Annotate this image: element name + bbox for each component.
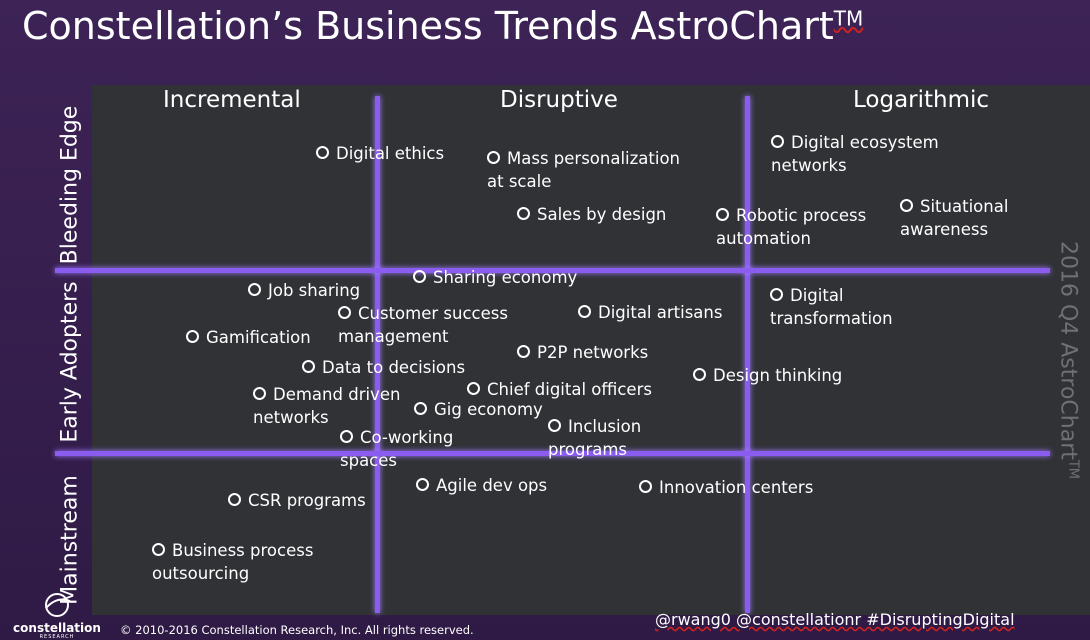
trend: Agile dev ops xyxy=(416,474,547,497)
trend: Design thinking xyxy=(693,364,842,387)
logo-sub: RESEARCH xyxy=(39,634,75,640)
trend: Inclusion programs xyxy=(548,415,663,461)
trend: Business process outsourcing xyxy=(152,539,322,585)
trend: Robotic process automation xyxy=(716,204,876,250)
trend: Mass personalization at scale xyxy=(487,147,687,193)
divider xyxy=(375,96,380,613)
trend: Customer success management xyxy=(338,302,518,348)
column-label: Incremental xyxy=(163,87,301,113)
column-label: Disruptive xyxy=(500,87,618,113)
trend: Digital ethics xyxy=(316,142,444,165)
row-label: Bleeding Edge xyxy=(57,105,83,265)
trend: Demand driven networks xyxy=(253,383,408,429)
hashtags: @rwang0 @constellationr #DisruptingDigit… xyxy=(655,610,1015,629)
copyright: © 2010-2016 Constellation Research, Inc.… xyxy=(120,623,474,637)
trend: Sharing economy xyxy=(413,266,577,289)
trend: Sales by design xyxy=(517,203,666,226)
trend: Situational awareness xyxy=(900,195,1020,241)
logo: constellation RESEARCH xyxy=(12,592,102,640)
trend: Chief digital officers xyxy=(467,378,652,401)
title-text: Constellation’s Business Trends AstroCha… xyxy=(22,4,834,48)
trend: CSR programs xyxy=(228,489,366,512)
title: Constellation’s Business Trends AstroCha… xyxy=(22,4,863,48)
trademark: TM xyxy=(833,6,864,31)
divider xyxy=(745,96,750,613)
trend: Digital transformation xyxy=(770,284,900,330)
trend: Data to decisions xyxy=(302,356,465,379)
side-text: 2016 Q4 AstroChart xyxy=(1055,240,1081,460)
trend: Job sharing xyxy=(248,279,360,302)
row-label: Early Adopters xyxy=(57,281,83,443)
trend: P2P networks xyxy=(517,341,648,364)
trend: Digital artisans xyxy=(578,301,722,324)
trend: Gig economy xyxy=(414,398,543,421)
logo-mark xyxy=(45,593,71,617)
trend: Innovation centers xyxy=(639,476,813,499)
column-label: Logarithmic xyxy=(853,87,990,113)
trend: Digital ecosystem networks xyxy=(771,131,941,177)
trend: Gamification xyxy=(186,326,311,349)
trend: Co-working spaces xyxy=(340,426,465,472)
side-label: 2016 Q4 AstroChartTM xyxy=(1055,241,1080,479)
trademark: TM xyxy=(1065,459,1081,480)
row-label: Mainstream xyxy=(57,475,83,605)
logo-name: constellation xyxy=(13,621,101,635)
